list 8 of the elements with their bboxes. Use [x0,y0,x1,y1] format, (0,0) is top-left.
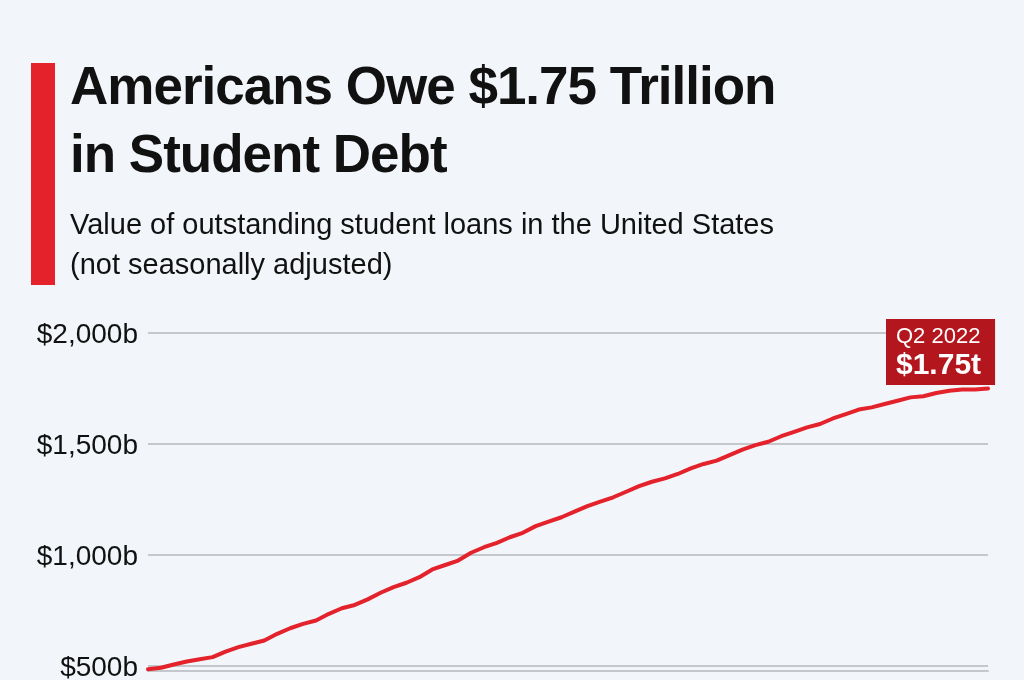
y-tick-label: $2,000b [36,317,138,349]
y-tick-label: $500b [60,650,138,680]
annotation: Q2 2022 $1.75t [896,322,982,380]
y-tick-label: $1,500b [36,428,138,460]
chart-subtitle: Value of outstanding student loans in the United States (not seasonally adjusted) [70,207,775,282]
chart-title: Americans Owe $1.75 Trillion in Student Debt [70,55,777,185]
y-tick-label: $1,000b [36,539,138,571]
line-series [146,386,990,672]
